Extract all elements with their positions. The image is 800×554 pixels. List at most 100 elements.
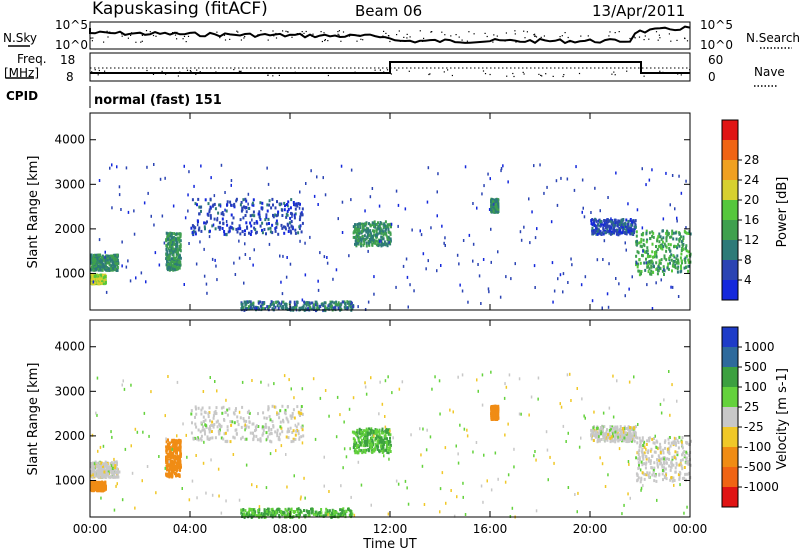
nsky-dot [90,37,92,39]
data-cell [355,441,358,445]
nave-dot [613,71,615,73]
data-cell [287,420,290,424]
data-cell [272,213,274,217]
data-cell [219,423,221,427]
data-cell [622,432,625,436]
data-cell [436,190,438,194]
data-cell [376,428,378,432]
data-cell [616,221,618,225]
data-cell [251,307,254,311]
nave-dot [523,73,525,75]
data-cell [671,229,674,233]
data-cell [383,240,386,244]
colorbar-segment [722,120,738,140]
data-cell [354,223,356,227]
data-cell [211,436,214,440]
data-cell [207,412,210,416]
data-cell [287,230,290,233]
data-cell [366,235,369,239]
data-cell [172,463,175,467]
data-cell [665,245,668,249]
data-cell [609,229,612,233]
data-cell [255,428,258,432]
data-cell [180,465,182,469]
data-cell [381,431,383,435]
data-cell [655,250,658,254]
data-cell [688,230,691,234]
data-cell [98,466,100,470]
data-cell [218,432,221,436]
scatter-region [165,231,182,272]
data-cell [360,449,363,453]
data-cell [190,409,193,413]
data-cell [254,425,257,429]
nsky-dot [634,37,636,39]
data-cell [236,415,239,419]
data-cell [268,415,271,419]
data-cell [98,461,101,465]
data-cell [638,458,641,461]
data-cell [647,459,650,463]
data-cell [231,420,234,424]
nsky-dot [533,34,535,36]
data-cell [230,203,232,207]
nsky-dot [121,35,123,37]
data-cell [300,230,303,234]
data-cell [176,457,179,461]
data-cell [364,450,367,454]
data-cell [166,448,169,452]
data-cell [661,229,664,233]
data-cell [171,267,174,271]
nave-label: Nave [754,65,785,79]
nsky-dot [275,37,278,39]
data-cell [92,488,95,492]
data-cell [290,198,293,202]
data-cell [652,468,655,472]
data-cell [643,440,646,444]
data-cell [379,230,382,234]
data-cell [237,423,240,427]
data-cell [663,268,665,272]
data-cell [604,231,607,235]
data-cell [170,241,172,244]
data-cell [307,303,310,307]
data-cell [658,259,661,263]
data-cell [659,462,662,466]
data-cell [195,425,198,429]
data-cell [174,443,177,447]
data-cell [270,440,273,444]
nsky-dot [291,36,293,38]
data-cell [594,432,597,435]
data-cell [426,200,429,204]
nsky-dot [458,36,460,38]
data-cell [284,412,287,416]
data-cell [656,248,659,251]
data-cell [244,303,247,307]
nsky-dot [174,34,177,36]
data-cell [654,253,656,257]
data-cell [109,166,111,170]
data-cell [377,241,380,245]
data-cell [606,292,609,296]
data-cell [212,414,215,418]
data-cell [173,265,176,268]
nsky-dot [422,40,424,42]
data-cell [638,241,641,245]
data-cell [216,425,219,429]
data-cell [271,419,274,423]
data-cell [316,302,319,306]
data-cell [584,275,587,279]
data-cell [244,229,246,233]
data-cell [381,450,384,454]
nsky-dot [324,39,326,42]
nsky-dot [342,31,345,33]
data-cell [676,451,679,454]
data-cell [117,475,120,479]
data-cell [194,230,197,234]
data-cell [95,464,98,468]
data-cell [95,462,98,466]
nsky-dot [430,31,432,33]
data-cell [420,233,423,237]
data-cell [385,447,388,451]
data-cell [230,179,233,182]
